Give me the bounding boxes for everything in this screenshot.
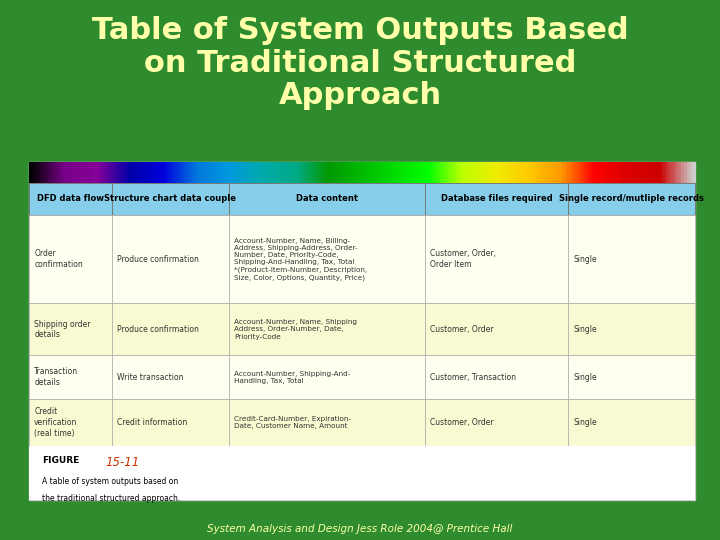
Bar (112, 399, 229, 446)
Text: Structure chart data couple: Structure chart data couple (104, 194, 236, 203)
Text: Shipping order
details: Shipping order details (34, 320, 91, 339)
Bar (568, 215, 695, 303)
Text: Account-Number, Name, Shipping
Address, Order-Number, Date,
Priority-Code: Account-Number, Name, Shipping Address, … (234, 319, 357, 340)
Text: Database files required: Database files required (441, 194, 552, 203)
Bar (112, 355, 229, 399)
Bar (568, 399, 695, 446)
Bar (29, 399, 112, 446)
Bar (425, 183, 568, 215)
Text: Customer, Order: Customer, Order (431, 325, 494, 334)
Bar (229, 303, 425, 355)
Text: Account-Number, Shipping-And-
Handling, Tax, Total: Account-Number, Shipping-And- Handling, … (234, 370, 351, 384)
Text: Account-Number, Name, Billing-
Address, Shipping-Address, Order-
Number, Date, P: Account-Number, Name, Billing- Address, … (234, 238, 367, 281)
Bar (29, 215, 112, 303)
Bar (229, 215, 425, 303)
Bar (229, 355, 425, 399)
Bar (568, 355, 695, 399)
Text: Credit
verification
(real time): Credit verification (real time) (34, 407, 78, 437)
Bar (229, 183, 425, 215)
Bar (425, 355, 568, 399)
Bar (568, 183, 695, 215)
Text: Credit-Card-Number, Expiration-
Date, Customer Name, Amount: Credit-Card-Number, Expiration- Date, Cu… (234, 416, 351, 429)
Text: A table of system outputs based on: A table of system outputs based on (42, 477, 179, 486)
Bar (29, 355, 112, 399)
Bar (112, 303, 229, 355)
Text: Credit information: Credit information (117, 418, 188, 427)
Text: Customer, Order,
Order Item: Customer, Order, Order Item (431, 249, 496, 269)
Bar (112, 215, 229, 303)
Text: 15-11: 15-11 (105, 456, 140, 469)
Text: Single: Single (574, 418, 597, 427)
Text: Data content: Data content (296, 194, 358, 203)
Text: Produce confirmation: Produce confirmation (117, 325, 199, 334)
Text: Single record/mutliple records: Single record/mutliple records (559, 194, 704, 203)
Text: Customer, Order: Customer, Order (431, 418, 494, 427)
Bar (425, 399, 568, 446)
Text: Single: Single (574, 325, 597, 334)
Text: Single: Single (574, 373, 597, 382)
Text: Transaction
details: Transaction details (34, 367, 78, 387)
Bar (29, 303, 112, 355)
Text: FIGURE: FIGURE (42, 456, 79, 465)
Text: Order
confirmation: Order confirmation (34, 249, 83, 269)
Text: the traditional structured approach.: the traditional structured approach. (42, 494, 181, 503)
Bar (29, 183, 112, 215)
Bar (112, 183, 229, 215)
Bar (229, 399, 425, 446)
Bar (425, 215, 568, 303)
Bar (568, 303, 695, 355)
Text: System Analysis and Design Jess Role 2004@ Prentice Hall: System Analysis and Design Jess Role 200… (207, 523, 513, 534)
Bar (425, 303, 568, 355)
Text: Table of System Outputs Based
on Traditional Structured
Approach: Table of System Outputs Based on Traditi… (91, 16, 629, 110)
Bar (29, 162, 695, 500)
Text: 21: 21 (679, 481, 695, 494)
Text: DFD data flow: DFD data flow (37, 194, 104, 203)
Text: Produce confirmation: Produce confirmation (117, 255, 199, 264)
Text: Single: Single (574, 255, 597, 264)
Text: Write transaction: Write transaction (117, 373, 184, 382)
Text: Customer, Transaction: Customer, Transaction (431, 373, 516, 382)
